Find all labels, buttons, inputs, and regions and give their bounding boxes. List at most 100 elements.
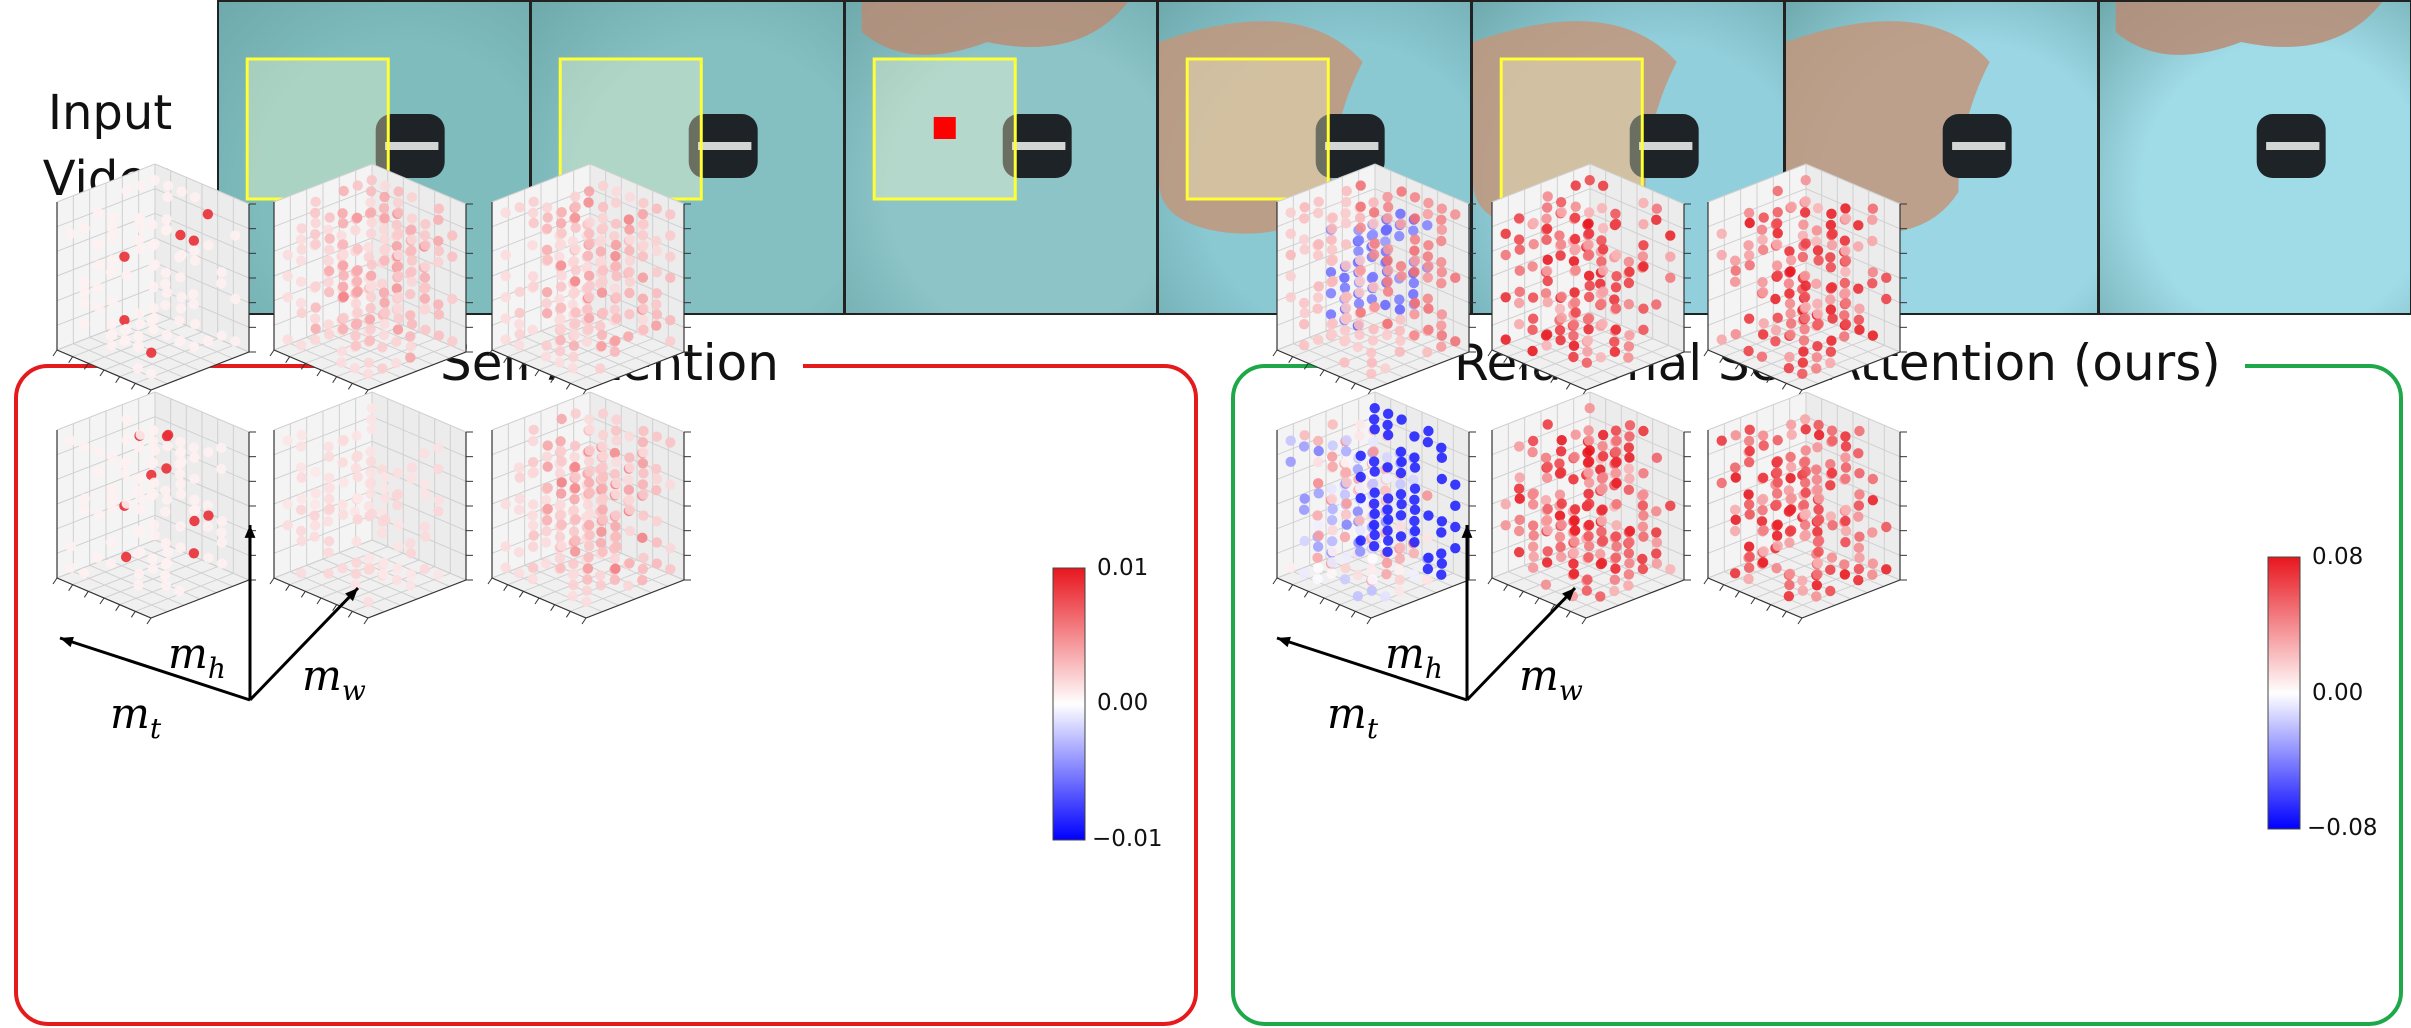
attention-point (1840, 255, 1852, 266)
attention-point (379, 234, 390, 245)
attention-point (1395, 208, 1406, 220)
attention-point (1772, 434, 1783, 446)
attention-point (189, 245, 200, 256)
attention-point (1285, 270, 1296, 282)
attention-point (1757, 234, 1768, 246)
attention-point (175, 478, 186, 490)
attention-point (1800, 280, 1811, 292)
attention-point (1556, 434, 1567, 446)
attention-point (296, 493, 307, 504)
attention-point (1299, 202, 1310, 213)
attention-point (309, 313, 321, 324)
rsa-colorbar-max: 0.08 (2312, 544, 2364, 570)
attention-point (309, 499, 321, 510)
attention-point (665, 479, 676, 490)
attention-point (651, 288, 663, 299)
attention-point (623, 484, 635, 496)
attention-point (1513, 213, 1525, 224)
attention-cube (269, 163, 473, 397)
attention-point (1570, 243, 1581, 255)
attention-point (638, 446, 649, 458)
attention-point (1730, 328, 1741, 340)
attention-point (295, 462, 307, 473)
attention-point (1339, 574, 1351, 585)
attention-point (120, 334, 131, 346)
attention-point (1341, 519, 1352, 530)
attention-point (323, 451, 335, 462)
attention-point (1369, 529, 1380, 541)
attention-point (1514, 265, 1525, 276)
attention-point (1867, 473, 1879, 485)
attention-point (1783, 362, 1795, 374)
attention-point (1513, 483, 1525, 494)
attention-point (1825, 304, 1837, 315)
attention-point (1638, 261, 1649, 272)
attention-point (1637, 500, 1649, 511)
attention-point (665, 437, 676, 448)
attention-point (188, 548, 200, 559)
attention-point (1450, 500, 1461, 512)
attention-point (1527, 446, 1538, 458)
attention-point (500, 498, 511, 510)
attention-point (1583, 324, 1594, 335)
attention-point (1583, 552, 1594, 563)
attention-point (105, 558, 117, 569)
attention-point (106, 451, 118, 462)
attention-point (638, 218, 649, 230)
attention-point (1756, 224, 1768, 236)
attention-point (1757, 472, 1769, 484)
attention-point (541, 286, 553, 298)
attention-point (1729, 525, 1741, 537)
attention-point (420, 240, 431, 251)
attention-point (583, 477, 595, 488)
attention-point (132, 362, 144, 374)
attention-point (1382, 212, 1393, 224)
attention-point (1638, 303, 1649, 314)
attention-point (121, 498, 132, 509)
attention-point (1423, 425, 1434, 437)
attention-point (1354, 546, 1366, 557)
attention-point (1743, 345, 1754, 357)
attention-point (583, 519, 595, 531)
attention-point (1811, 580, 1823, 591)
attention-point (1394, 325, 1406, 336)
attention-point (148, 281, 159, 293)
attention-point (1812, 245, 1824, 256)
attention-point (609, 574, 621, 586)
attention-point (569, 451, 580, 463)
attention-point (1540, 579, 1552, 590)
attention-point (310, 281, 321, 292)
attention-point (365, 197, 376, 208)
attention-point (406, 213, 418, 224)
attention-point (596, 256, 607, 267)
attention-point (569, 318, 581, 329)
attention-point (295, 568, 307, 579)
attention-point (1797, 368, 1808, 380)
attention-point (406, 318, 418, 330)
rsa-arrowhead-t (1277, 636, 1291, 648)
attention-point (1638, 240, 1649, 251)
attention-point (570, 201, 581, 212)
attention-point (365, 207, 377, 218)
attention-point (1584, 445, 1595, 456)
attention-point (148, 425, 159, 436)
attention-cube (52, 391, 256, 625)
attention-point (1638, 197, 1649, 209)
attention-point (189, 473, 200, 484)
attention-point (1368, 456, 1380, 467)
attention-point (309, 531, 320, 542)
attention-point (597, 222, 609, 234)
attention-point (1623, 484, 1635, 496)
attention-point (514, 286, 525, 298)
attention-point (323, 441, 334, 452)
attention-point (420, 324, 431, 336)
attention-point (1339, 489, 1351, 500)
attention-point (1772, 540, 1783, 552)
attention-point (1570, 307, 1581, 318)
attention-point (1395, 510, 1407, 521)
attention-point (1340, 509, 1352, 520)
attention-point (447, 293, 458, 305)
attention-point (121, 270, 132, 281)
attention-point (377, 342, 388, 353)
attention-point (651, 537, 663, 548)
